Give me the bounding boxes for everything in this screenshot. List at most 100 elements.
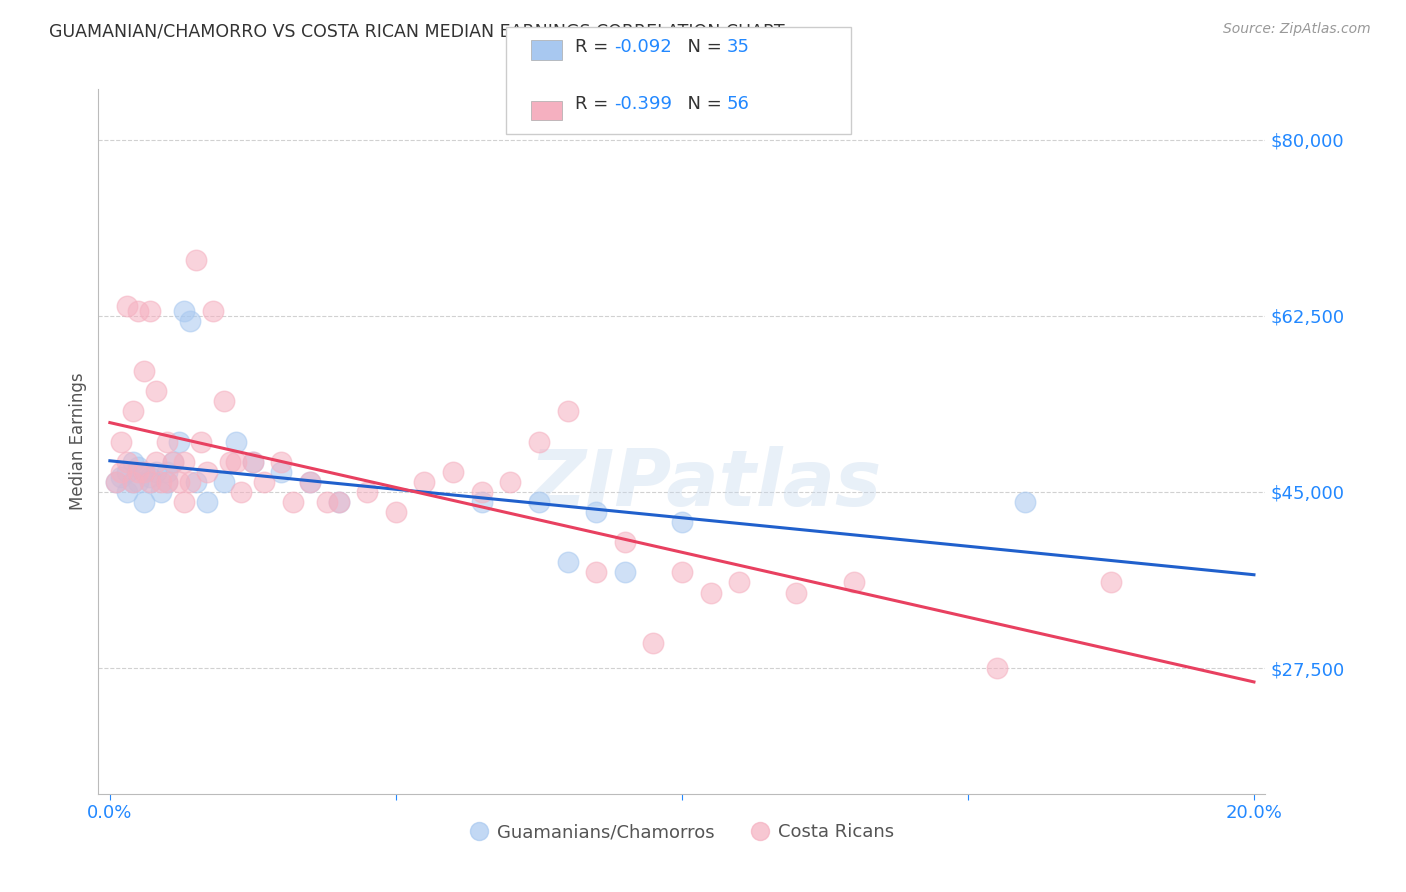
- Point: [1014, 495, 1036, 509]
- Point: [173, 495, 195, 509]
- Point: [671, 515, 693, 529]
- Point: [173, 303, 195, 318]
- Point: [195, 495, 218, 509]
- Point: [842, 575, 865, 590]
- Point: [134, 495, 156, 509]
- Point: [527, 434, 550, 449]
- Point: [585, 505, 607, 519]
- Point: [156, 475, 179, 489]
- Point: [145, 465, 167, 479]
- Point: [121, 475, 143, 489]
- Point: [115, 455, 138, 469]
- Y-axis label: Median Earnings: Median Earnings: [69, 373, 87, 510]
- Point: [299, 475, 322, 489]
- Point: [242, 455, 264, 469]
- Point: [121, 475, 143, 489]
- Point: [134, 465, 156, 479]
- Point: [115, 465, 138, 479]
- Point: [728, 575, 751, 590]
- Point: [115, 299, 138, 313]
- Point: [127, 465, 149, 479]
- Point: [214, 394, 236, 409]
- Point: [110, 434, 132, 449]
- Text: N =: N =: [676, 95, 728, 113]
- Point: [184, 253, 207, 268]
- Point: [179, 475, 201, 489]
- Point: [785, 585, 807, 599]
- Point: [150, 475, 173, 489]
- Point: [1099, 575, 1122, 590]
- Point: [316, 495, 339, 509]
- Point: [225, 455, 247, 469]
- Point: [613, 566, 636, 580]
- Point: [190, 434, 212, 449]
- Point: [281, 495, 304, 509]
- Point: [110, 465, 132, 479]
- Point: [986, 661, 1008, 675]
- Point: [167, 475, 190, 489]
- Point: [643, 636, 665, 650]
- Point: [139, 475, 162, 489]
- Point: [699, 585, 721, 599]
- Point: [253, 475, 276, 489]
- Point: [104, 475, 127, 489]
- Point: [167, 434, 190, 449]
- Point: [527, 495, 550, 509]
- Point: [145, 384, 167, 399]
- Point: [328, 495, 350, 509]
- Text: Source: ZipAtlas.com: Source: ZipAtlas.com: [1223, 22, 1371, 37]
- Point: [173, 455, 195, 469]
- Point: [613, 535, 636, 549]
- Text: R =: R =: [575, 95, 614, 113]
- Legend: Guamanians/Chamorros, Costa Ricans: Guamanians/Chamorros, Costa Ricans: [463, 816, 901, 848]
- Point: [214, 475, 236, 489]
- Point: [121, 404, 143, 418]
- Point: [385, 505, 408, 519]
- Text: 56: 56: [727, 95, 749, 113]
- Point: [156, 475, 179, 489]
- Point: [127, 303, 149, 318]
- Point: [557, 555, 579, 569]
- Point: [110, 469, 132, 483]
- Point: [134, 364, 156, 378]
- Point: [162, 455, 184, 469]
- Point: [356, 484, 378, 499]
- Point: [127, 475, 149, 489]
- Point: [156, 465, 179, 479]
- Point: [195, 465, 218, 479]
- Point: [184, 475, 207, 489]
- Point: [270, 455, 292, 469]
- Point: [115, 484, 138, 499]
- Point: [225, 434, 247, 449]
- Point: [270, 465, 292, 479]
- Text: -0.092: -0.092: [614, 38, 672, 56]
- Point: [231, 484, 253, 499]
- Point: [585, 566, 607, 580]
- Point: [104, 475, 127, 489]
- Point: [242, 455, 264, 469]
- Point: [156, 434, 179, 449]
- Point: [328, 495, 350, 509]
- Point: [139, 475, 162, 489]
- Text: 35: 35: [727, 38, 749, 56]
- Point: [413, 475, 436, 489]
- Point: [299, 475, 322, 489]
- Point: [471, 484, 494, 499]
- Point: [499, 475, 522, 489]
- Point: [121, 455, 143, 469]
- Point: [179, 314, 201, 328]
- Point: [127, 459, 149, 474]
- Text: GUAMANIAN/CHAMORRO VS COSTA RICAN MEDIAN EARNINGS CORRELATION CHART: GUAMANIAN/CHAMORRO VS COSTA RICAN MEDIAN…: [49, 22, 785, 40]
- Text: -0.399: -0.399: [614, 95, 672, 113]
- Point: [219, 455, 242, 469]
- Point: [441, 465, 464, 479]
- Point: [139, 303, 162, 318]
- Point: [671, 566, 693, 580]
- Point: [145, 455, 167, 469]
- Text: N =: N =: [676, 38, 728, 56]
- Point: [150, 484, 173, 499]
- Point: [139, 469, 162, 483]
- Text: ZIPatlas: ZIPatlas: [529, 446, 882, 522]
- Point: [162, 455, 184, 469]
- Point: [557, 404, 579, 418]
